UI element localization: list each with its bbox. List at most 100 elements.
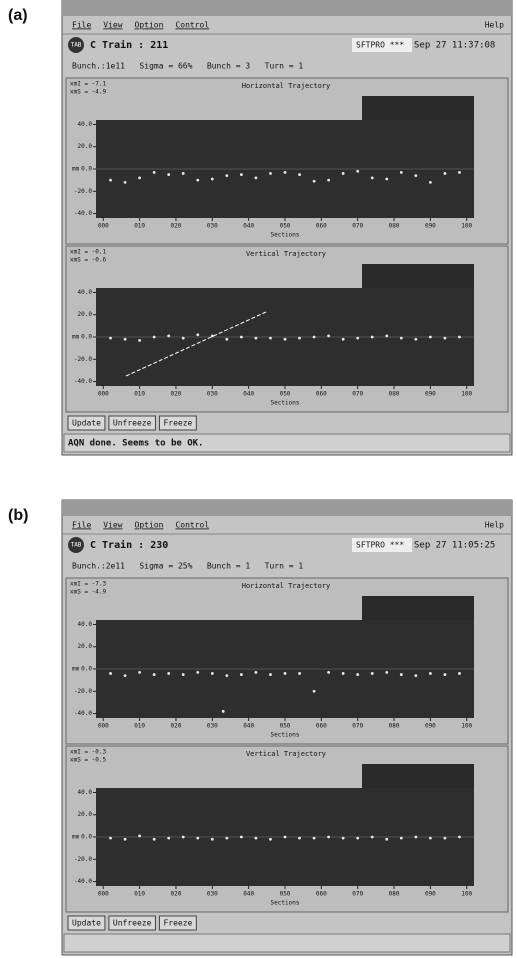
menu-item[interactable]: File <box>72 521 91 530</box>
trajectory-point <box>153 171 156 174</box>
trajectory-point <box>225 674 228 677</box>
x-tick-label: 000 <box>98 391 109 398</box>
y-tick-label: 0.0 <box>81 666 92 673</box>
plot-stat: xmS = -0.5 <box>70 757 107 764</box>
button-label[interactable]: Unfreeze <box>113 919 152 928</box>
trajectory-point <box>444 337 447 340</box>
x-tick-label: 060 <box>316 891 327 898</box>
x-tick-label: 040 <box>243 891 254 898</box>
plot-stat: xmS = -4.9 <box>70 589 107 596</box>
y-tick-label: 0.0 <box>81 834 92 841</box>
y-tick-label: 40.0 <box>78 789 93 796</box>
x-tick-label: 020 <box>171 891 182 898</box>
trajectory-point <box>211 838 214 841</box>
title-bar <box>62 500 512 516</box>
y-tick-label: -40.0 <box>74 378 92 385</box>
trajectory-point <box>222 710 225 713</box>
trajectory-point <box>225 338 228 341</box>
button-label[interactable]: Unfreeze <box>113 419 152 428</box>
trajectory-point <box>240 673 243 676</box>
y-tick-label: -20.0 <box>74 688 92 695</box>
legend-box <box>362 96 474 120</box>
x-tick-label: 080 <box>389 223 400 230</box>
trajectory-point <box>284 171 287 174</box>
mode: SFTPRO *** <box>356 41 404 50</box>
trajectory-point <box>429 672 432 675</box>
panel-label: (b) <box>8 507 28 524</box>
x-tick-label: 040 <box>243 723 254 730</box>
x-axis-label: Sections <box>271 732 300 739</box>
menu-item[interactable]: View <box>103 21 122 30</box>
y-tick-label: 0.0 <box>81 334 92 341</box>
x-tick-label: 000 <box>98 223 109 230</box>
plot-title: Horizontal Trajectory <box>242 82 331 90</box>
trajectory-point <box>371 336 374 339</box>
y-tick-label: 0.0 <box>81 166 92 173</box>
time: Sep 27 11:37:08 <box>414 41 495 51</box>
panel-label: (a) <box>8 7 28 24</box>
x-tick-label: 080 <box>389 391 400 398</box>
button-label[interactable]: Freeze <box>163 919 192 928</box>
y-tick-label: -20.0 <box>74 188 92 195</box>
trajectory-point <box>255 837 258 840</box>
menu-item[interactable]: Control <box>175 21 209 30</box>
trajectory-point <box>240 336 243 339</box>
menu-item[interactable]: Option <box>135 21 164 30</box>
x-tick-label: 000 <box>98 723 109 730</box>
trajectory-point <box>313 690 316 693</box>
trajectory-point <box>255 337 258 340</box>
x-tick-label: 050 <box>280 723 291 730</box>
trajectory-point <box>153 673 156 676</box>
trajectory-point <box>356 170 359 173</box>
trajectory-point <box>429 336 432 339</box>
trajectory-point <box>385 334 388 337</box>
button-label[interactable]: Update <box>72 919 101 928</box>
status-bar <box>64 934 510 952</box>
trajectory-point <box>167 173 170 176</box>
trajectory-point <box>342 172 345 175</box>
trajectory-plot: xmI = -7.3xmS = -4.9Horizontal Trajector… <box>66 578 508 744</box>
x-tick-label: 000 <box>98 891 109 898</box>
trajectory-point <box>385 838 388 841</box>
x-tick-label: 100 <box>461 391 472 398</box>
x-tick-label: 010 <box>134 223 145 230</box>
y-tick-label: -20.0 <box>74 356 92 363</box>
legend-box <box>362 264 474 288</box>
x-tick-label: 060 <box>316 391 327 398</box>
trajectory-point <box>298 672 301 675</box>
menu-item[interactable]: File <box>72 21 91 30</box>
x-tick-label: 090 <box>425 723 436 730</box>
plot-title: Horizontal Trajectory <box>242 582 331 590</box>
trajectory-point <box>124 181 127 184</box>
menu-help[interactable]: Help <box>485 21 504 30</box>
x-tick-label: 060 <box>316 223 327 230</box>
menu-item[interactable]: Control <box>175 521 209 530</box>
legend-box <box>362 764 474 788</box>
plot-stat: xmI = -0.3 <box>70 749 107 756</box>
trajectory-point <box>458 836 461 839</box>
menu-item[interactable]: Option <box>135 521 164 530</box>
trajectory-point <box>371 836 374 839</box>
menu-item[interactable]: View <box>103 521 122 530</box>
trajectory-point <box>298 837 301 840</box>
trajectory-point <box>240 173 243 176</box>
x-axis-label: Sections <box>271 232 300 239</box>
button-label[interactable]: Update <box>72 419 101 428</box>
plot-stat: xmI = -0.1 <box>70 249 107 256</box>
x-tick-label: 090 <box>425 391 436 398</box>
y-tick-label: 20.0 <box>78 311 93 318</box>
trajectory-point <box>269 838 272 841</box>
button-label[interactable]: Freeze <box>163 419 192 428</box>
x-tick-label: 030 <box>207 391 218 398</box>
trajectory-point <box>284 672 287 675</box>
x-tick-label: 070 <box>352 391 363 398</box>
menu-help[interactable]: Help <box>485 521 504 530</box>
y-axis-label: mm <box>72 334 80 341</box>
y-axis-label: mm <box>72 834 80 841</box>
train: C Train : 211 <box>90 39 168 51</box>
trajectory-point <box>269 172 272 175</box>
trajectory-point <box>327 334 330 337</box>
trajectory-point <box>182 172 185 175</box>
trajectory-point <box>400 171 403 174</box>
info: Bunch.:1e11 Sigma = 66% Bunch = 3 Turn =… <box>72 62 303 71</box>
